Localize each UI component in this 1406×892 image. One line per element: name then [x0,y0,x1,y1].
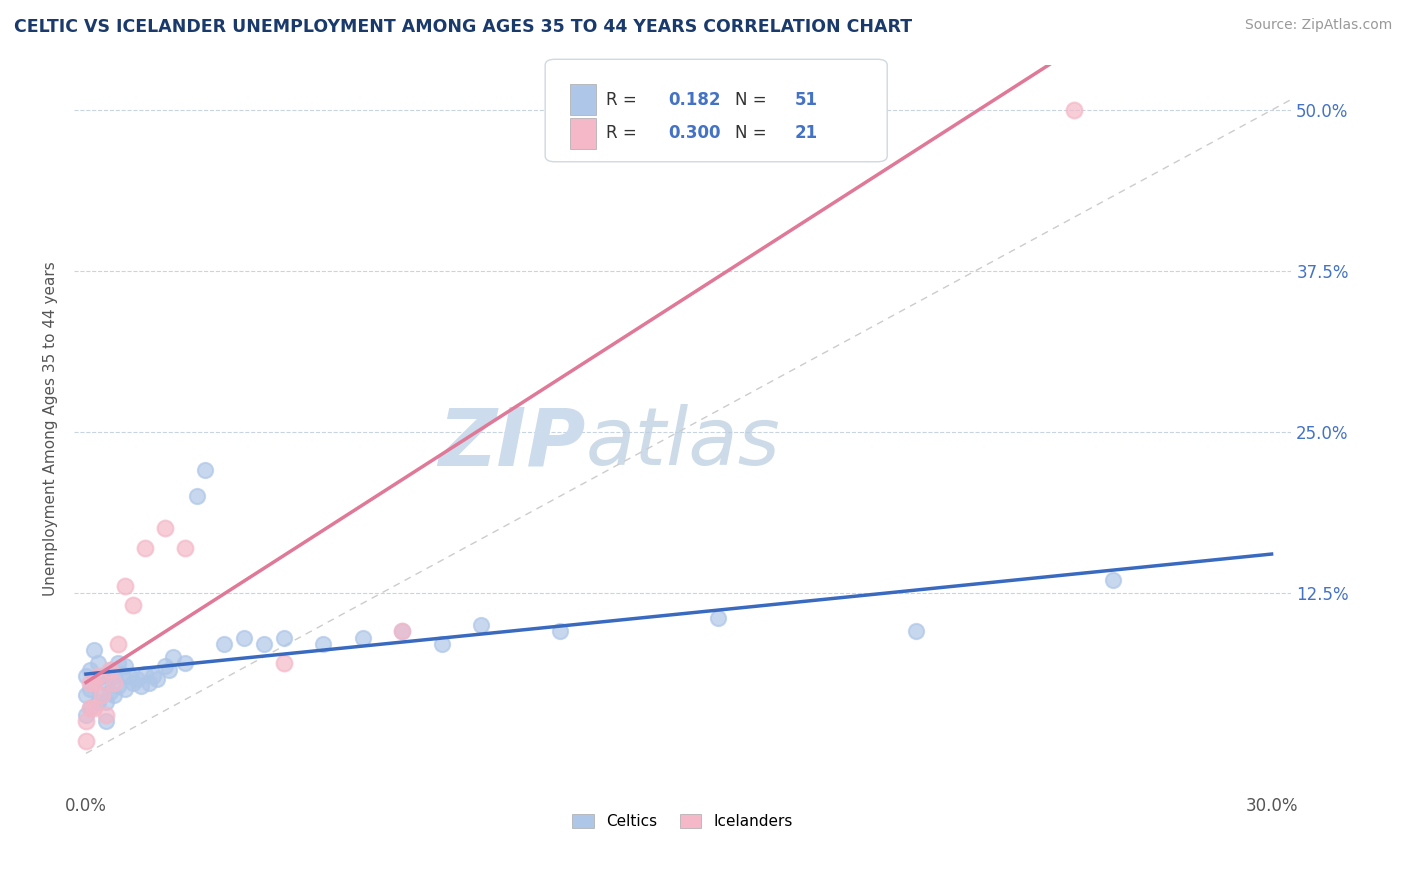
Point [352,631,374,645]
Point [146,672,169,686]
Point [134,541,156,555]
Text: N =: N = [735,124,772,142]
Point [79,663,101,677]
Point [312,637,335,651]
Point [118,669,141,683]
Point [75,733,97,747]
Point [253,637,276,651]
Point [94,714,117,729]
Point [114,681,136,696]
Point [75,714,97,729]
Point [153,659,176,673]
Point [138,675,160,690]
Point [90,689,112,703]
Text: Source: ZipAtlas.com: Source: ZipAtlas.com [1244,18,1392,32]
Point [134,666,156,681]
Point [1063,103,1085,117]
Point [273,631,295,645]
Point [233,631,256,645]
Text: R =: R = [606,91,643,109]
Point [273,657,295,671]
Point [75,669,97,683]
Point [98,663,121,677]
Point [90,689,112,703]
Point [391,624,413,639]
Text: ZIP: ZIP [437,404,585,482]
Text: 21: 21 [794,124,818,142]
Point [114,579,136,593]
Point [1102,573,1125,587]
Point [79,701,101,715]
Text: 0.300: 0.300 [668,124,721,142]
Y-axis label: Unemployment Among Ages 35 to 44 years: Unemployment Among Ages 35 to 44 years [44,261,58,596]
Point [87,669,110,683]
Point [470,617,492,632]
Bar [569,118,596,148]
Point [103,669,125,683]
Point [110,666,132,681]
Point [214,637,236,651]
Point [75,707,97,722]
Point [107,657,129,671]
Point [87,695,110,709]
Point [103,675,125,690]
Text: CELTIC VS ICELANDER UNEMPLOYMENT AMONG AGES 35 TO 44 YEARS CORRELATION CHART: CELTIC VS ICELANDER UNEMPLOYMENT AMONG A… [14,18,912,36]
Point [430,637,453,651]
Point [79,681,101,696]
Text: R =: R = [606,124,643,142]
Point [548,624,571,639]
Point [193,463,215,477]
Point [103,689,125,703]
Point [90,669,112,683]
Point [904,624,927,639]
Point [173,657,195,671]
Point [707,611,730,625]
Point [87,657,110,671]
Point [107,680,129,694]
Point [79,675,101,690]
Point [122,599,145,613]
Point [122,675,145,690]
Point [391,624,413,639]
Point [83,643,105,657]
Point [186,489,208,503]
Text: N =: N = [735,91,772,109]
Point [129,680,152,694]
Bar [569,85,596,115]
Point [153,521,176,535]
Point [79,701,101,715]
Point [114,659,136,673]
Text: atlas: atlas [585,404,780,482]
Point [98,663,121,677]
Text: 51: 51 [794,91,818,109]
Point [94,707,117,722]
Point [157,663,180,677]
FancyBboxPatch shape [546,59,887,161]
Point [94,695,117,709]
Point [127,672,149,686]
Legend: Celtics, Icelanders: Celtics, Icelanders [567,808,799,835]
Point [142,669,165,683]
Point [75,689,97,703]
Point [173,541,195,555]
Point [94,675,117,690]
Point [83,675,105,690]
Point [83,675,105,690]
Point [707,103,730,117]
Point [162,649,184,664]
Text: 0.182: 0.182 [668,91,721,109]
Point [98,684,121,698]
Point [83,701,105,715]
Point [107,637,129,651]
